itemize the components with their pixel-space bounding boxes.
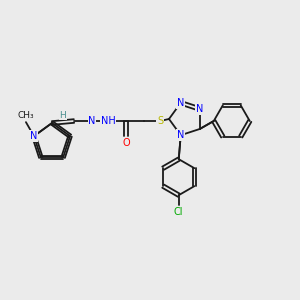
Text: H: H	[60, 110, 66, 119]
Text: N: N	[177, 98, 184, 108]
Text: N: N	[177, 130, 184, 140]
Text: Cl: Cl	[174, 207, 184, 217]
Text: NH: NH	[100, 116, 116, 126]
Text: O: O	[122, 138, 130, 148]
Text: S: S	[157, 116, 163, 126]
Text: CH₃: CH₃	[18, 111, 34, 120]
Text: N: N	[30, 131, 38, 141]
Text: N: N	[196, 104, 203, 114]
Text: N: N	[88, 116, 96, 126]
